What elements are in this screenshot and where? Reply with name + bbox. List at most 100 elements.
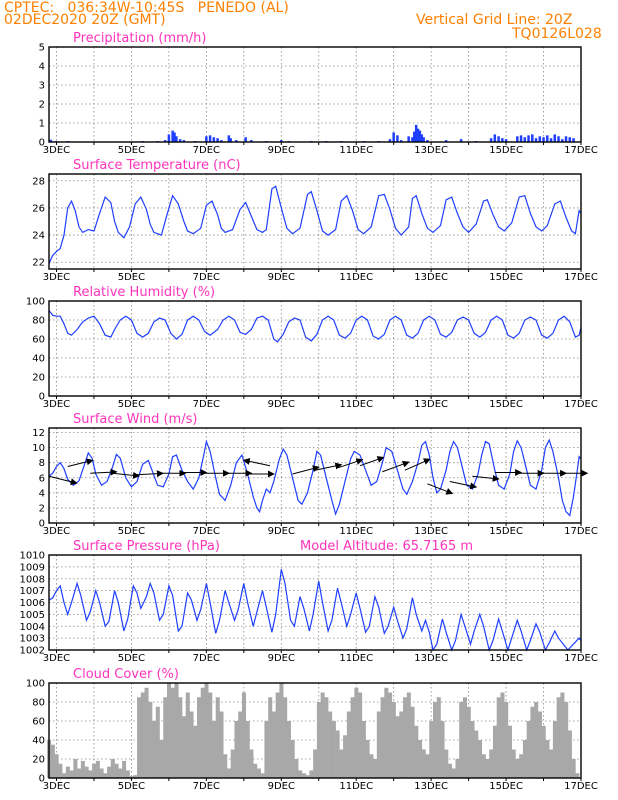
y-tick-label: 28 — [32, 176, 45, 187]
y-tick-label: 1010 — [20, 551, 45, 562]
plot-frame — [48, 173, 582, 270]
panel-rh: 0 20 40 60 80 100 3DEC 5DEC 7DEC 9DEC 11DEC 13DEC 15… — [26, 285, 598, 410]
cloud-cover-bar — [507, 725, 512, 778]
cloud-cover-bar — [174, 683, 179, 778]
cloud-cover-bar — [556, 697, 561, 778]
cloud-cover-bar — [440, 721, 445, 778]
precip-bar — [516, 136, 519, 142]
cloud-cover-bar — [549, 749, 554, 778]
y-tick-label: 10 — [32, 443, 45, 454]
precip-bar — [413, 131, 416, 142]
wind-vector — [292, 465, 320, 475]
x-tick-label: 11DEC — [339, 526, 373, 537]
precip-bar — [489, 138, 493, 142]
cloud-cover-bar — [541, 725, 546, 778]
precip-bar — [426, 140, 429, 142]
cloud-cover-bar — [346, 711, 351, 778]
cloud-cover-bar — [294, 759, 299, 778]
cloud-cover-bar — [410, 706, 415, 778]
precip-bar — [173, 132, 176, 142]
cloud-cover-bar — [376, 711, 381, 778]
x-tick-label: 17DEC — [564, 145, 598, 156]
x-tick-label: 11DEC — [339, 272, 373, 283]
y-tick-label: 8 — [39, 458, 45, 469]
cloud-cover-bar — [496, 697, 501, 778]
precip-bar — [561, 139, 564, 142]
y-tick-label: 1009 — [20, 562, 45, 573]
wind-vector — [112, 471, 140, 479]
y-tick-label: 24 — [32, 231, 45, 242]
cloud-cover-bar — [316, 702, 321, 778]
y-tick-label: 1003 — [20, 634, 45, 645]
precip-bar — [538, 136, 542, 142]
precip-bar — [163, 140, 167, 142]
cloud-cover-bar — [575, 773, 580, 778]
y-tick-label: 4 — [39, 62, 45, 73]
cloud-cover-bar — [245, 721, 250, 778]
cloud-cover-bar — [354, 687, 359, 778]
y-tick-label: 20 — [32, 373, 45, 384]
x-tick-label: 17DEC — [564, 526, 598, 537]
cloud-cover-bar — [167, 683, 172, 778]
y-tick-label: 22 — [32, 258, 45, 269]
wind-vector — [382, 460, 410, 473]
precip-bar — [392, 132, 395, 142]
plot-frame — [48, 554, 582, 651]
cloud-cover-bar — [298, 770, 303, 778]
y-tick-label: 4 — [39, 488, 45, 499]
precip-bar — [229, 138, 232, 142]
cloud-cover-bar — [519, 754, 524, 778]
y-tick-label: 1002 — [20, 646, 45, 657]
panel-precip: 0 1 2 3 4 5 3DEC 5DEC 7DEC 9DEC 11DEC 13DEC 15DEC 17D… — [39, 31, 598, 156]
panel-subtitle: Model Altitude: 65.7165 m — [300, 539, 473, 554]
y-tick-label: 1006 — [20, 598, 45, 609]
y-tick-label: 3 — [39, 81, 45, 92]
cloud-cover-bar — [196, 697, 202, 778]
cloud-cover-bar — [313, 749, 318, 778]
y-tick-label: 2 — [39, 100, 45, 111]
precip-bar — [182, 140, 186, 142]
x-tick-label: 15DEC — [489, 145, 523, 156]
cloud-cover-bar — [552, 721, 557, 778]
panel-temp: 22 24 26 28 3DEC 5DEC 7DEC 9DEC 11DEC 13DEC 15DEC 1… — [32, 158, 598, 283]
cloud-cover-bar — [275, 692, 280, 778]
cloud-cover-bar — [114, 763, 119, 778]
cloud-cover-bar — [328, 711, 333, 778]
precip-bar — [407, 136, 410, 142]
cloud-cover-bar — [564, 702, 569, 778]
run-code: TQ0126L028 — [512, 26, 602, 42]
cloud-cover-bar — [350, 697, 355, 778]
plot-frame — [48, 427, 582, 524]
wind-vector — [337, 458, 364, 469]
x-tick-label: 3DEC — [43, 653, 70, 664]
cloud-cover-bar — [425, 754, 430, 778]
cloud-cover-bar — [436, 697, 441, 778]
x-tick-label: 9DEC — [268, 272, 295, 283]
x-tick-label: 13DEC — [414, 653, 448, 664]
cloud-cover-bar — [489, 749, 494, 778]
cloud-cover-bar — [238, 711, 243, 778]
cloud-cover-bar — [152, 721, 157, 778]
x-tick-label: 17DEC — [564, 653, 598, 664]
wind-vector — [404, 458, 431, 471]
x-tick-label: 15DEC — [489, 781, 523, 792]
panel-title: Relative Humidity (%) — [73, 285, 215, 300]
precip-bar — [280, 140, 283, 142]
press-line — [48, 569, 582, 653]
cloud-cover-bar — [324, 697, 329, 778]
precip-bar — [416, 128, 420, 142]
cloud-cover-bar — [103, 773, 108, 778]
cloud-cover-bar — [193, 725, 198, 778]
cloud-cover-bar — [286, 721, 291, 778]
cloud-cover-bar — [373, 759, 378, 778]
cloud-cover-bar — [429, 721, 434, 778]
cloud-cover-bar — [144, 687, 149, 778]
cloud-cover-bar — [462, 697, 468, 778]
cloud-cover-bar — [95, 760, 100, 778]
x-tick-label: 17DEC — [564, 272, 598, 283]
plot-frame — [48, 682, 582, 779]
cloud-cover-bar — [414, 725, 419, 778]
wind-vector — [242, 457, 271, 467]
precip-bar — [208, 135, 212, 142]
